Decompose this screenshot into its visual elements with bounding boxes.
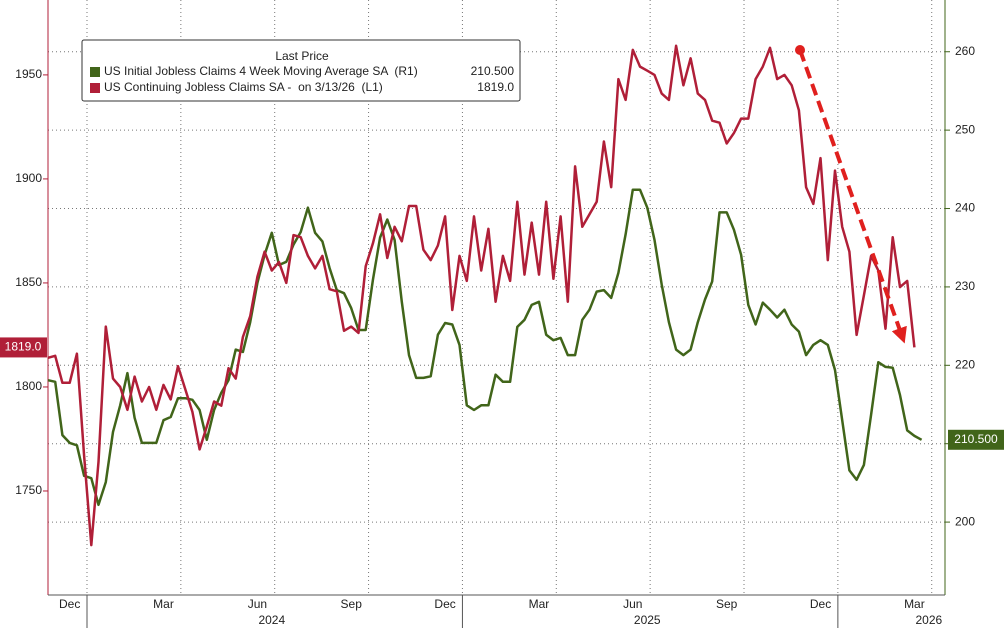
x-tick-label: Sep xyxy=(716,597,738,611)
legend-value: 1819.0 xyxy=(477,80,514,94)
legend-title: Last Price xyxy=(275,49,329,63)
series-line xyxy=(47,188,923,507)
legend: Last Price xyxy=(81,39,521,102)
x-tick-label: Dec xyxy=(434,597,455,611)
legend-label: US Initial Jobless Claims 4 Week Moving … xyxy=(104,64,418,78)
x-tick-label: Dec xyxy=(810,597,831,611)
y-tick-label: 1900 xyxy=(15,171,42,185)
y2-tick-label: 220 xyxy=(955,357,975,371)
y-tick-label: 1750 xyxy=(15,483,42,497)
legend-swatch xyxy=(90,83,100,93)
y2-tick-label: 230 xyxy=(955,279,975,293)
legend-swatch xyxy=(90,67,100,77)
x-tick-label: Sep xyxy=(341,597,363,611)
last-value-tag xyxy=(948,429,1004,450)
last-value-tag xyxy=(0,337,47,358)
x-tick-label: Jun xyxy=(623,597,642,611)
legend-label: US Continuing Jobless Claims SA - on 3/1… xyxy=(104,80,383,94)
legend-value: 210.500 xyxy=(471,64,515,78)
y2-tick-label: 200 xyxy=(955,514,975,528)
x-tick-label: Dec xyxy=(59,597,80,611)
y-tick-label: 1950 xyxy=(15,67,42,81)
y-tick-label: 1850 xyxy=(15,275,42,289)
x-tick-label: Jun xyxy=(248,597,267,611)
year-label: 2026 xyxy=(915,613,942,627)
year-label: 2024 xyxy=(258,613,285,627)
series-line xyxy=(47,44,916,547)
last-value-label: 210.500 xyxy=(954,432,998,446)
year-label: 2025 xyxy=(634,613,661,627)
y2-tick-label: 260 xyxy=(955,44,975,58)
last-value-label: 1819.0 xyxy=(5,340,42,354)
y2-tick-label: 250 xyxy=(955,122,975,136)
y2-tick-label: 240 xyxy=(955,201,975,215)
x-tick-label: Mar xyxy=(529,597,550,611)
y-tick-label: 1800 xyxy=(15,379,42,393)
x-tick-label: Mar xyxy=(153,597,174,611)
annotation-arrow xyxy=(795,45,907,344)
x-tick-label: Mar xyxy=(904,597,925,611)
